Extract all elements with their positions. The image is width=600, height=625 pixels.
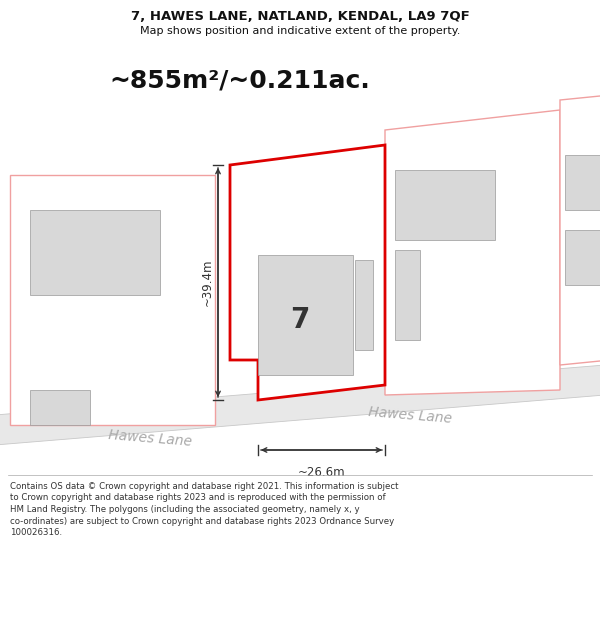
Text: Contains OS data © Crown copyright and database right 2021. This information is : Contains OS data © Crown copyright and d… — [10, 482, 398, 491]
Bar — [565, 155, 600, 210]
Bar — [30, 210, 160, 295]
Polygon shape — [0, 365, 600, 445]
Bar — [258, 255, 353, 375]
Text: to Crown copyright and database rights 2023 and is reproduced with the permissio: to Crown copyright and database rights 2… — [10, 494, 386, 502]
Text: Map shows position and indicative extent of the property.: Map shows position and indicative extent… — [140, 26, 460, 36]
Text: ~26.6m: ~26.6m — [298, 466, 346, 479]
Text: ~855m²/~0.211ac.: ~855m²/~0.211ac. — [110, 68, 370, 92]
Text: 7, HAWES LANE, NATLAND, KENDAL, LA9 7QF: 7, HAWES LANE, NATLAND, KENDAL, LA9 7QF — [131, 10, 469, 23]
Polygon shape — [230, 145, 385, 400]
Text: 100026316.: 100026316. — [10, 528, 62, 537]
Bar — [565, 230, 600, 285]
Text: Hawes Lane: Hawes Lane — [368, 404, 452, 426]
Bar — [395, 250, 420, 340]
Text: HM Land Registry. The polygons (including the associated geometry, namely x, y: HM Land Registry. The polygons (includin… — [10, 505, 359, 514]
Text: Hawes Lane: Hawes Lane — [107, 428, 193, 448]
Polygon shape — [385, 110, 560, 395]
Text: 7: 7 — [290, 306, 310, 334]
Text: ~39.4m: ~39.4m — [200, 259, 214, 306]
Polygon shape — [560, 95, 600, 365]
Text: co-ordinates) are subject to Crown copyright and database rights 2023 Ordnance S: co-ordinates) are subject to Crown copyr… — [10, 516, 394, 526]
Polygon shape — [10, 175, 215, 425]
Bar — [30, 390, 90, 425]
Bar — [355, 260, 373, 350]
Bar — [395, 170, 495, 240]
